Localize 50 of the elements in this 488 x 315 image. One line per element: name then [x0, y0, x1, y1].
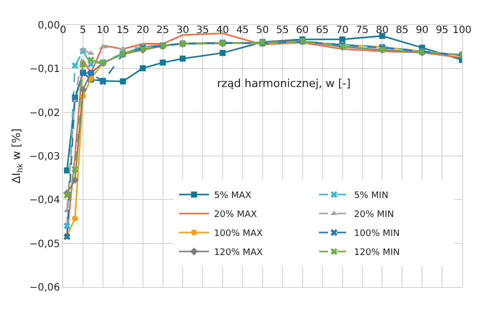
legend-label: 5% MAX	[214, 191, 252, 202]
x-tick-label: 85	[396, 25, 409, 36]
x-tick-label: 65	[316, 25, 329, 36]
point	[72, 215, 78, 222]
x-tick-label: 30	[176, 25, 190, 36]
x-tick-label: 35	[196, 25, 210, 36]
point	[72, 62, 78, 70]
point	[79, 86, 87, 94]
x-tick-label: 50	[256, 25, 269, 36]
legend-label: 100% MIN	[354, 229, 400, 240]
point	[72, 166, 78, 172]
x-tick-label: 60	[296, 25, 309, 36]
x-tick-label: 100	[452, 25, 472, 36]
legend-label: 120% MIN	[354, 248, 400, 258]
x-tick-label: 15	[116, 25, 130, 36]
point	[80, 60, 86, 68]
y-tick-label: 0,00	[38, 20, 60, 32]
x-tick-label: 20	[136, 25, 150, 36]
point	[160, 60, 166, 66]
legend-label: 100% MAX	[214, 229, 263, 240]
x-tick-label: 45	[236, 25, 249, 36]
y-tick-label: −0,04	[29, 195, 60, 206]
x-tick-label: 70	[336, 25, 349, 36]
point	[140, 65, 146, 72]
y-tick-label: −0,06	[29, 282, 60, 294]
point	[220, 50, 226, 56]
x-tick-label: 75	[356, 25, 369, 36]
legend-label: 120% MAX	[214, 248, 263, 258]
x-tick-label: 95	[436, 25, 448, 36]
legend-label: 20% MAX	[214, 210, 257, 220]
legend-label: 20% MIN	[354, 210, 394, 220]
point	[64, 192, 70, 199]
y-tick-label: −0,03	[29, 152, 60, 162]
y-tick-label: −0,05	[29, 238, 60, 250]
x-tick-label: 25	[156, 25, 170, 36]
point	[71, 176, 79, 184]
y-tick-label: −0,01	[29, 64, 60, 76]
point	[180, 56, 186, 62]
x-tick-label: 10	[96, 25, 110, 36]
x-tick-label: 55	[276, 25, 289, 36]
x-tick-label: 5	[80, 25, 86, 36]
y-tick-label: −0,02	[29, 108, 60, 119]
x-tick-label: 90	[416, 25, 428, 36]
x-tick-label: 0	[60, 25, 66, 36]
legend-label: 5% MIN	[354, 191, 388, 202]
x-tick-label: 80	[376, 25, 389, 36]
x-axis-title: rząd harmonicznej, w [-]	[217, 77, 351, 90]
point	[88, 56, 94, 64]
point	[64, 222, 70, 230]
point	[120, 78, 126, 84]
